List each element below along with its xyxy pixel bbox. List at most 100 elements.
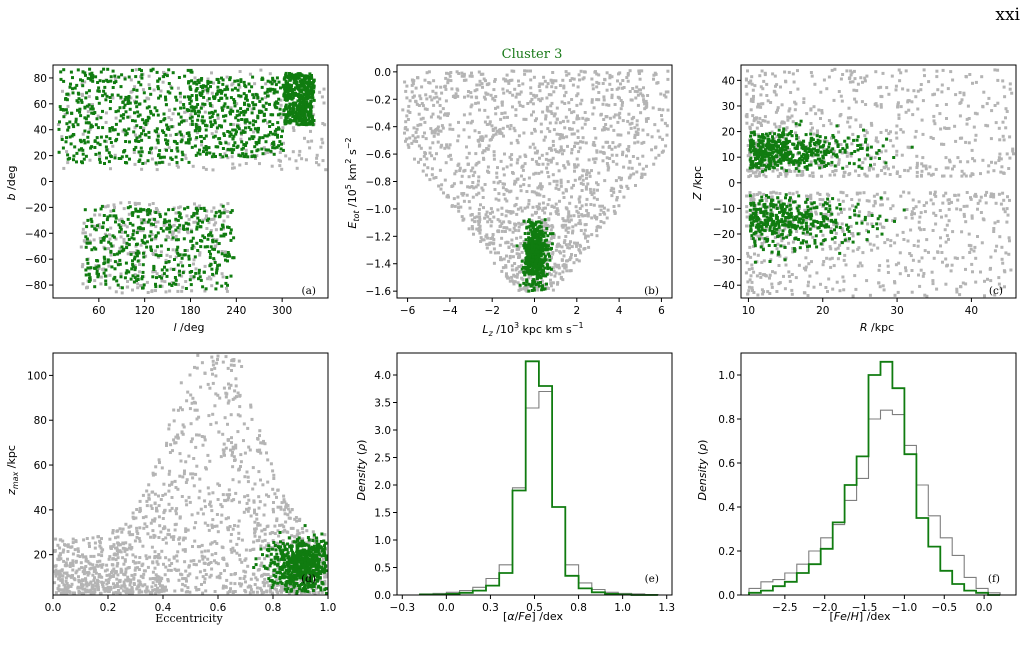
panel-c-point-all (969, 174, 973, 178)
panel-b-point-all (644, 117, 648, 121)
panel-a-point-cluster (88, 276, 92, 280)
panel-a-point-cluster (130, 68, 134, 72)
panel-a-point-all (88, 233, 92, 237)
panel-a-point-cluster (307, 90, 311, 94)
panel-a-point-cluster (66, 92, 70, 96)
panel-a-point-cluster (188, 264, 192, 267)
panel-b-point-all (421, 169, 425, 173)
panel-a-point-cluster (158, 77, 161, 81)
panel-c-point-all (840, 99, 844, 103)
panel-a-point-cluster (178, 273, 182, 277)
panel-b-point-all (572, 241, 576, 245)
panel-a-point-cluster (165, 74, 169, 78)
panel-a-point-cluster (124, 230, 127, 234)
panel-b-point-all (546, 240, 550, 244)
panel-a-point-cluster (207, 97, 211, 101)
panel-a-point-all (168, 255, 172, 259)
panel-b-point-all (595, 150, 599, 154)
panel-a-point-cluster (116, 93, 120, 97)
panel-a-point-cluster (203, 236, 206, 240)
panel-b-point-all (504, 274, 508, 278)
panel-a-ytick-label: −80 (25, 280, 47, 292)
panel-a-point-all (205, 227, 209, 230)
panel-b-point-all (612, 209, 616, 213)
panel-b-point-all (500, 206, 504, 210)
panel-c-point-all (760, 124, 763, 127)
panel-a-point-cluster (84, 268, 88, 272)
panel-a-point-cluster (224, 141, 228, 145)
panel-c-point-all (946, 263, 949, 267)
panel-b-point-all (513, 129, 517, 133)
panel-b-point-all (666, 69, 670, 73)
panel-b-point-all (551, 156, 555, 160)
panel-a-point-cluster (99, 116, 103, 120)
panel-a-point-cluster (300, 78, 304, 82)
panel-a-point-cluster (252, 103, 256, 107)
panel-b-point-all (478, 138, 482, 142)
panel-a-point-cluster (231, 128, 235, 132)
panel-b-point-all (424, 93, 428, 97)
panel-b-point-all (493, 251, 497, 255)
panel-a-point-all (185, 119, 188, 123)
panel-a-point-cluster (288, 88, 292, 92)
panel-a-point-cluster (300, 88, 304, 92)
panel-a-point-cluster (113, 128, 117, 132)
panel-b-point-all (406, 118, 410, 121)
panel-b-point-all (505, 199, 509, 203)
panel-b-point-all (470, 119, 474, 123)
panel-a-point-all (81, 227, 85, 231)
panel-a-point-cluster (293, 93, 297, 97)
panel-a-point-cluster (107, 160, 111, 164)
panel-b-point-all (578, 200, 582, 204)
panel-b-point-all (626, 73, 630, 77)
panel-b-point-all (515, 161, 519, 165)
panel-a-point-cluster (195, 136, 199, 140)
panel-b-point-cluster (526, 220, 530, 224)
panel-b-point-all (570, 111, 574, 115)
panel-a-point-all (209, 229, 213, 233)
panel-a-point-all (113, 77, 117, 81)
panel-b-point-all (496, 218, 500, 222)
panel-b-point-cluster (533, 261, 537, 265)
panel-b-point-all (513, 204, 517, 208)
panel-c-point-all (964, 140, 968, 144)
panel-b-point-all (642, 98, 646, 102)
panel-b-point-all (485, 147, 489, 150)
panel-a-point-cluster (251, 101, 255, 105)
panel-a-point-cluster (248, 137, 252, 141)
panel-b-point-all (562, 149, 566, 153)
panel-a-point-cluster (172, 281, 176, 285)
panel-a-point-cluster (207, 80, 211, 84)
panel-a-point-cluster (311, 90, 315, 94)
panel-b-point-all (580, 98, 584, 102)
panel-a-point-cluster (145, 245, 149, 249)
panel-a-point-cluster (96, 126, 100, 130)
panel-a-point-cluster (220, 125, 223, 129)
panel-a-point-cluster (177, 211, 181, 215)
panel-c-point-all (998, 138, 1002, 142)
panel-b-point-all (634, 96, 638, 100)
panel-a-point-cluster (241, 152, 245, 156)
panel-b-point-all (477, 212, 481, 216)
panel-a-point-cluster (291, 103, 295, 107)
panel-b-point-all (470, 95, 474, 99)
panel-c-point-all (849, 69, 853, 73)
panel-a-point-cluster (274, 133, 278, 137)
panel-b-point-all (575, 209, 579, 213)
panel-a-point-cluster (178, 91, 182, 95)
panel-c-point-all (955, 207, 959, 211)
panel-b-point-all (613, 103, 617, 106)
panel-b-point-all (454, 169, 458, 173)
panel-b-point-cluster (534, 230, 538, 234)
panel-b-point-all (627, 166, 631, 170)
panel-a-point-cluster (57, 127, 61, 131)
panel-a-point-cluster (190, 270, 194, 273)
panel-b-point-cluster (537, 229, 541, 233)
panel-b-point-all (443, 178, 447, 182)
panel-b-point-cluster (534, 255, 538, 259)
panel-c-point-all (840, 222, 844, 226)
panel-b-point-cluster (527, 263, 531, 267)
panel-a-point-all (99, 282, 103, 286)
panel-a-point-cluster (108, 127, 112, 130)
panel-b-point-all (554, 210, 558, 214)
